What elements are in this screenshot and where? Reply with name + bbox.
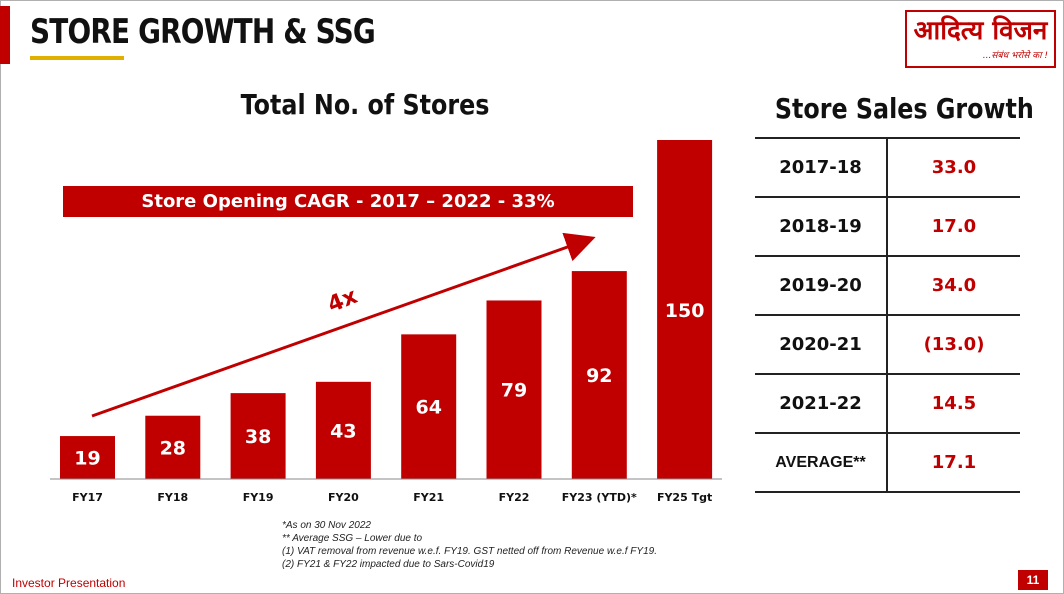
logo-tagline: ...संबंध भरोसे का ! (982, 51, 1048, 61)
cagr-banner: Store Opening CAGR - 2017 – 2022 - 33% (63, 186, 633, 217)
table-row: 2020-21 (13.0) (755, 314, 1020, 374)
title-accent-bar (0, 6, 10, 64)
bar-fy25-tgt (657, 140, 713, 479)
table-row: 2021-22 14.5 (755, 373, 1020, 433)
bar-fy19 (230, 393, 286, 479)
chart-title: Total No. of Stores (240, 88, 490, 121)
category-label: FY18 (157, 491, 188, 504)
table-row: 2017-18 33.0 (755, 137, 1020, 197)
footnote-1: *As on 30 Nov 2022 (282, 520, 371, 531)
ssg-year: 2017-18 (755, 137, 888, 197)
bar-fy20 (315, 381, 371, 479)
growth-arrow (91, 232, 596, 418)
growth-arrow-label: 4x (324, 284, 361, 318)
ssg-year: 2019-20 (755, 255, 888, 315)
bar-fy21 (401, 334, 457, 479)
footnote-3: (1) VAT removal from revenue w.e.f. FY19… (282, 546, 657, 557)
ssg-value: 17.0 (887, 196, 1020, 256)
ssg-average-value: 17.1 (887, 432, 1020, 493)
bar-value-label: 19 (74, 448, 100, 470)
bar-value-label: 38 (245, 426, 271, 448)
bar-value-label: 64 (415, 397, 441, 419)
logo-name: आदित्य विजन (913, 16, 1048, 46)
category-label: FY22 (499, 491, 530, 504)
ssg-average-label: AVERAGE** (755, 432, 888, 493)
page-number: 11 (1018, 570, 1048, 590)
page-title: STORE GROWTH & SSG (30, 12, 376, 52)
stores-bar-chart: 19 28 38 43 64 79 92 150 FY17 FY18 FY19 FY20 FY21 FY… (50, 140, 722, 504)
footer-label: Investor Presentation (12, 576, 126, 590)
bar-fy17 (60, 436, 115, 479)
bar-fy23-ytd (571, 271, 627, 479)
table-row-average: AVERAGE** 17.1 (755, 432, 1020, 493)
ssg-year: 2018-19 (755, 196, 888, 256)
ssg-table: 2017-18 33.0 2018-19 17.0 2019-20 34.0 2… (755, 137, 1020, 493)
bar-fy22 (486, 300, 542, 479)
title-underline (30, 56, 124, 60)
ssg-value: 14.5 (887, 373, 1020, 433)
category-label: FY21 (413, 491, 444, 504)
bar-value-label: 150 (665, 300, 705, 322)
footnote-2: ** Average SSG – Lower due to (282, 533, 423, 544)
category-label: FY17 (72, 491, 103, 504)
ssg-value: (13.0) (887, 314, 1020, 374)
table-row: 2018-19 17.0 (755, 196, 1020, 256)
bar-value-label: 28 (160, 437, 186, 459)
category-label: FY23 (YTD)* (562, 491, 637, 504)
ssg-table-title: Store Sales Growth (774, 92, 1034, 125)
ssg-value: 34.0 (887, 255, 1020, 315)
bar-value-label: 79 (501, 380, 527, 402)
bar-fy18 (145, 415, 201, 479)
category-label: FY20 (328, 491, 359, 504)
brand-logo: आदित्य विजन ...संबंध भरोसे का ! (905, 10, 1056, 68)
ssg-value: 33.0 (887, 137, 1020, 197)
category-label: FY19 (243, 491, 274, 504)
table-row: 2019-20 34.0 (755, 255, 1020, 315)
ssg-year: 2020-21 (755, 314, 888, 374)
bar-value-label: 43 (330, 420, 356, 442)
category-label: FY25 Tgt (657, 491, 712, 504)
ssg-year: 2021-22 (755, 373, 888, 433)
footnote-4: (2) FY21 & FY22 impacted due to Sars-Cov… (282, 559, 495, 570)
bar-value-label: 92 (586, 365, 612, 387)
